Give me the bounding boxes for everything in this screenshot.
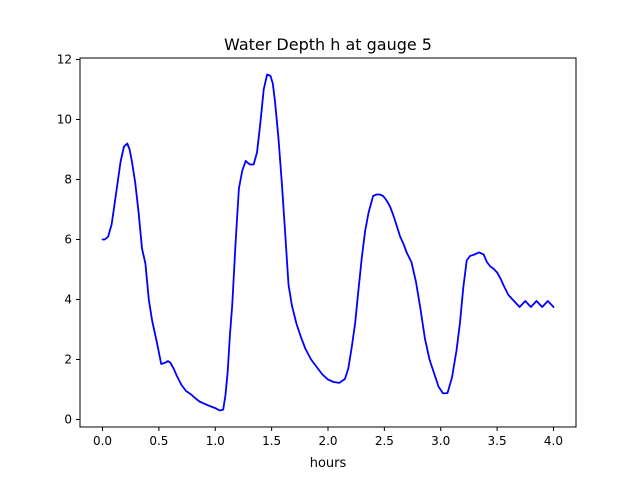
x-tick-label: 0.5 (149, 434, 168, 448)
y-tick-label: 0 (64, 413, 72, 427)
x-tick-label: 1.0 (206, 434, 225, 448)
x-tick-label: 1.5 (262, 434, 281, 448)
y-tick-label: 12 (57, 53, 72, 67)
plot-layer (101, 73, 555, 412)
y-tick-label: 2 (64, 353, 72, 367)
x-axis-label: hours (310, 456, 347, 471)
y-tick-label: 4 (64, 293, 72, 307)
y-tick-label: 6 (64, 233, 72, 247)
series-line-water-depth (101, 73, 555, 412)
y-tick-label: 10 (57, 113, 72, 127)
x-tick-label: 2.5 (375, 434, 394, 448)
x-tick-label: 4.0 (544, 434, 563, 448)
x-tick-label: 2.0 (318, 434, 337, 448)
x-tick-label: 3.0 (431, 434, 450, 448)
x-tick-label: 3.5 (488, 434, 507, 448)
plot-frame (79, 57, 577, 428)
x-tick-label: 0.0 (93, 434, 112, 448)
y-tick-label: 8 (64, 173, 72, 187)
axes-layer: 0.0 0.5 1.0 1.5 2.0 2.5 3.0 3.5 4.0 0 2 4 6 8 10 12 (57, 53, 563, 449)
chart-title: Water Depth h at gauge 5 (224, 35, 432, 54)
